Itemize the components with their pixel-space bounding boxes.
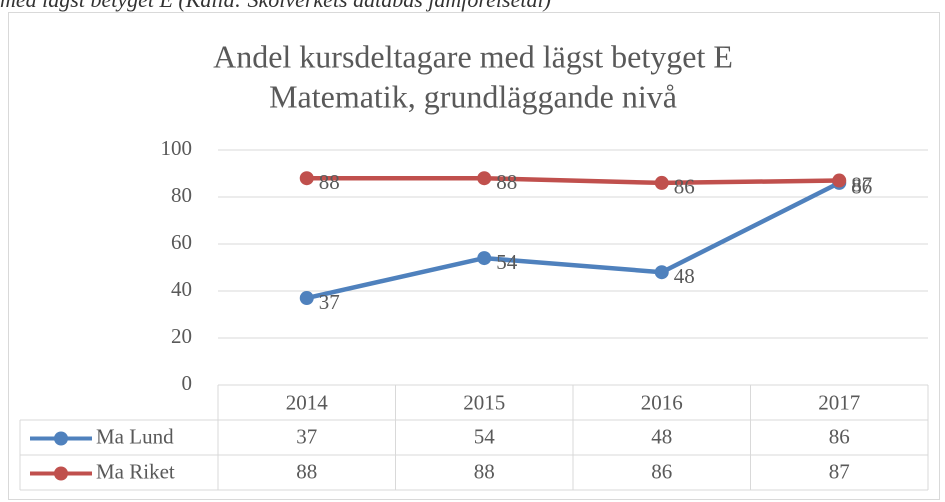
table-cell: 88 bbox=[296, 459, 317, 483]
data-label: 87 bbox=[851, 172, 872, 196]
y-tick-label: 60 bbox=[171, 230, 192, 254]
data-label: 88 bbox=[496, 170, 517, 194]
legend-marker bbox=[54, 466, 68, 481]
table-cell: 87 bbox=[829, 459, 850, 483]
chart-title: Matematik, grundläggande nivå bbox=[269, 78, 677, 114]
marker bbox=[654, 175, 669, 190]
legend-marker bbox=[54, 431, 68, 446]
table-cell: 86 bbox=[651, 459, 672, 483]
x-tick-label: 2015 bbox=[463, 390, 505, 414]
series-line bbox=[306, 175, 840, 186]
x-tick-label: 2017 bbox=[818, 390, 860, 414]
marker bbox=[299, 291, 314, 306]
table-cell: 54 bbox=[474, 424, 496, 448]
y-tick-label: 100 bbox=[161, 136, 193, 160]
table-cell: 37 bbox=[296, 424, 317, 448]
x-tick-label: 2016 bbox=[641, 390, 683, 414]
marker bbox=[477, 171, 492, 186]
y-tick-label: 40 bbox=[171, 277, 192, 301]
data-label: 48 bbox=[674, 264, 695, 288]
legend-label: Ma Riket bbox=[96, 459, 175, 483]
legend-label: Ma Lund bbox=[96, 424, 174, 448]
series-line bbox=[306, 180, 841, 301]
data-label: 54 bbox=[496, 250, 518, 274]
chart-title: Andel kursdeltagare med lägst betyget E bbox=[213, 38, 733, 74]
x-tick-label: 2014 bbox=[286, 390, 329, 414]
table-cell: 88 bbox=[474, 459, 495, 483]
data-label: 86 bbox=[674, 175, 695, 199]
table-cell: 48 bbox=[651, 424, 672, 448]
marker bbox=[832, 173, 847, 188]
data-label: 86 bbox=[851, 175, 872, 199]
marker bbox=[477, 251, 492, 266]
y-tick-label: 20 bbox=[171, 324, 192, 348]
y-tick-label: 0 bbox=[182, 371, 193, 395]
chart-frame bbox=[8, 12, 940, 500]
data-label: 37 bbox=[319, 290, 340, 314]
marker bbox=[654, 265, 669, 280]
caption: med lägst betyget E (Källa: Skolverkets … bbox=[0, 0, 551, 12]
y-tick-label: 80 bbox=[171, 183, 192, 207]
data-label: 88 bbox=[319, 170, 340, 194]
marker bbox=[299, 171, 314, 186]
table-cell: 86 bbox=[829, 424, 850, 448]
